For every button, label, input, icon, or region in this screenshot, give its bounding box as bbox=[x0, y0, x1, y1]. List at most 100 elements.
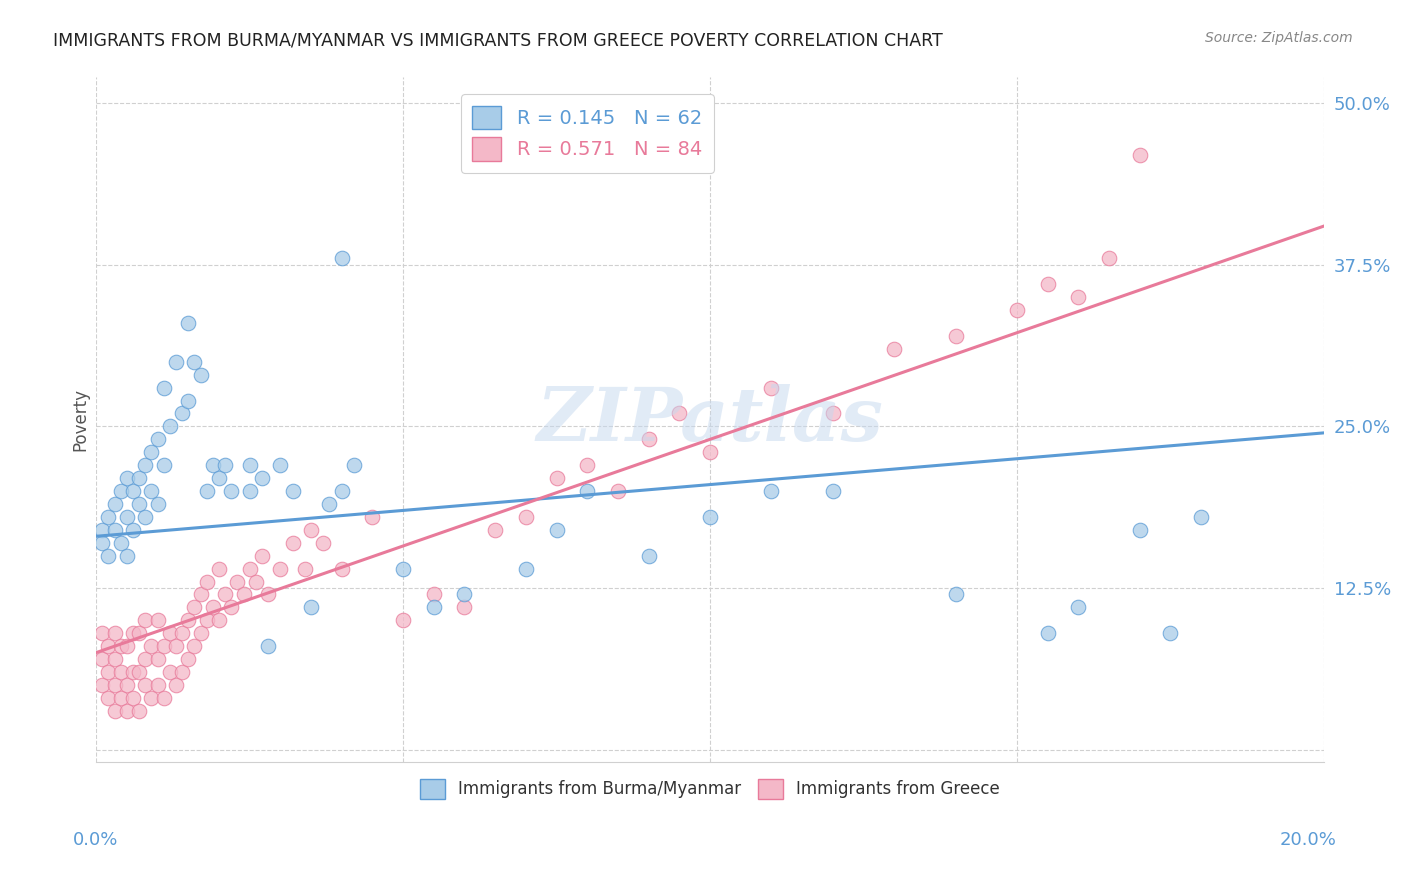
Point bbox=[159, 665, 181, 679]
Point bbox=[141, 639, 163, 653]
Point bbox=[637, 549, 659, 563]
Point bbox=[115, 549, 138, 563]
Point bbox=[546, 523, 568, 537]
Point bbox=[250, 471, 273, 485]
Point bbox=[239, 561, 262, 575]
Point bbox=[122, 690, 145, 705]
Point bbox=[195, 574, 218, 589]
Point bbox=[226, 574, 249, 589]
Point bbox=[91, 678, 114, 692]
Point bbox=[177, 613, 200, 627]
Point bbox=[183, 355, 205, 369]
Point bbox=[312, 535, 335, 549]
Text: IMMIGRANTS FROM BURMA/MYANMAR VS IMMIGRANTS FROM GREECE POVERTY CORRELATION CHAR: IMMIGRANTS FROM BURMA/MYANMAR VS IMMIGRA… bbox=[53, 31, 943, 49]
Point bbox=[699, 445, 721, 459]
Point bbox=[128, 471, 150, 485]
Point bbox=[134, 652, 156, 666]
Point bbox=[607, 483, 630, 498]
Point bbox=[110, 665, 132, 679]
Text: ZIPatlas: ZIPatlas bbox=[537, 384, 883, 456]
Point bbox=[91, 523, 114, 537]
Point bbox=[257, 639, 280, 653]
Point bbox=[134, 613, 156, 627]
Point bbox=[201, 458, 224, 473]
Point bbox=[115, 678, 138, 692]
Point bbox=[97, 639, 120, 653]
Point bbox=[330, 561, 353, 575]
Point bbox=[453, 587, 475, 601]
Point bbox=[159, 626, 181, 640]
Point bbox=[146, 433, 169, 447]
Point bbox=[141, 690, 163, 705]
Point bbox=[97, 665, 120, 679]
Point bbox=[110, 483, 132, 498]
Point bbox=[281, 483, 304, 498]
Point bbox=[122, 523, 145, 537]
Point bbox=[1036, 277, 1059, 292]
Point bbox=[761, 381, 783, 395]
Point bbox=[97, 509, 120, 524]
Point bbox=[883, 342, 905, 356]
Point bbox=[128, 497, 150, 511]
Point bbox=[195, 613, 218, 627]
Point bbox=[201, 600, 224, 615]
Point bbox=[115, 509, 138, 524]
Point bbox=[330, 483, 353, 498]
Point bbox=[637, 433, 659, 447]
Legend: Immigrants from Burma/Myanmar, Immigrants from Greece: Immigrants from Burma/Myanmar, Immigrant… bbox=[413, 772, 1007, 805]
Point bbox=[330, 252, 353, 266]
Point bbox=[134, 458, 156, 473]
Point bbox=[172, 407, 194, 421]
Point bbox=[821, 483, 844, 498]
Point bbox=[232, 587, 254, 601]
Point bbox=[208, 613, 231, 627]
Point bbox=[281, 535, 304, 549]
Point bbox=[146, 652, 169, 666]
Point bbox=[110, 535, 132, 549]
Point bbox=[141, 483, 163, 498]
Point bbox=[152, 639, 174, 653]
Point bbox=[245, 574, 267, 589]
Point bbox=[392, 613, 415, 627]
Point bbox=[208, 561, 231, 575]
Point bbox=[299, 600, 322, 615]
Point bbox=[1098, 252, 1121, 266]
Point bbox=[1067, 600, 1090, 615]
Point bbox=[515, 509, 537, 524]
Point bbox=[576, 483, 599, 498]
Point bbox=[172, 626, 194, 640]
Point bbox=[97, 690, 120, 705]
Point bbox=[91, 535, 114, 549]
Point bbox=[97, 549, 120, 563]
Point bbox=[122, 665, 145, 679]
Point bbox=[453, 600, 475, 615]
Point bbox=[190, 626, 212, 640]
Point bbox=[110, 639, 132, 653]
Point bbox=[761, 483, 783, 498]
Point bbox=[165, 678, 187, 692]
Point bbox=[1067, 290, 1090, 304]
Point bbox=[122, 626, 145, 640]
Point bbox=[239, 458, 262, 473]
Point bbox=[190, 587, 212, 601]
Point bbox=[104, 678, 127, 692]
Point bbox=[172, 665, 194, 679]
Point bbox=[257, 587, 280, 601]
Point bbox=[484, 523, 506, 537]
Point bbox=[423, 587, 446, 601]
Point bbox=[269, 561, 291, 575]
Point bbox=[945, 329, 967, 343]
Point bbox=[945, 587, 967, 601]
Point bbox=[115, 704, 138, 718]
Text: Source: ZipAtlas.com: Source: ZipAtlas.com bbox=[1205, 31, 1353, 45]
Text: 0.0%: 0.0% bbox=[73, 831, 118, 849]
Point bbox=[152, 458, 174, 473]
Point bbox=[195, 483, 218, 498]
Y-axis label: Poverty: Poverty bbox=[72, 388, 89, 451]
Point bbox=[250, 549, 273, 563]
Point bbox=[104, 704, 127, 718]
Point bbox=[1159, 626, 1181, 640]
Point bbox=[576, 458, 599, 473]
Point bbox=[165, 355, 187, 369]
Point bbox=[122, 483, 145, 498]
